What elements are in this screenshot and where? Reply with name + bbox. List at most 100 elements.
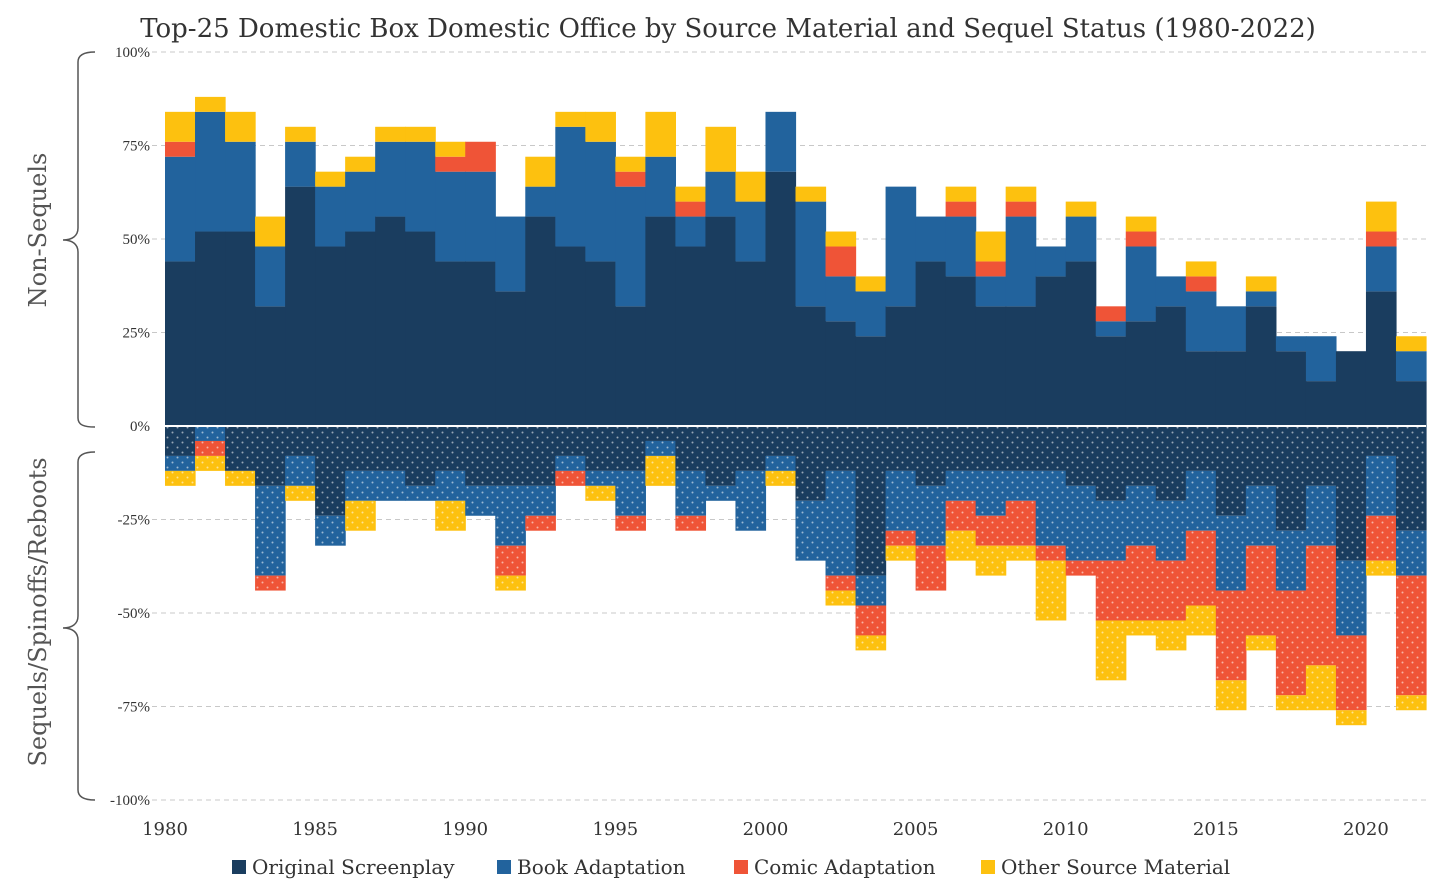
bar-segment-non-sequel — [1185, 261, 1217, 277]
top-brace — [62, 51, 96, 428]
bar-segment-non-sequel — [705, 171, 737, 217]
y-tick-label: 100% — [115, 45, 150, 61]
bar-segment-non-sequel — [1155, 276, 1187, 307]
bar-segment-non-sequel — [855, 276, 887, 292]
bar-segment-non-sequel — [1095, 321, 1127, 337]
bar-segment-non-sequel — [375, 141, 406, 217]
bar-segment-non-sequel — [1035, 276, 1067, 426]
bar-segment-sequel-dots — [1395, 575, 1427, 696]
bar-segment-sequel-dots — [1335, 560, 1367, 636]
bar-segment-non-sequel — [405, 126, 436, 142]
bar-segment-non-sequel — [1155, 306, 1187, 426]
bar-segment-sequel-dots — [405, 426, 436, 486]
bar-segment-sequel-dots — [855, 605, 887, 636]
bar-segment-sequel-dots — [1185, 426, 1217, 471]
bar-segment-non-sequel — [435, 141, 466, 157]
bar-segment-sequel-dots — [1245, 635, 1277, 651]
bar-segment-non-sequel — [555, 246, 586, 426]
y-tick-label: 25% — [123, 326, 151, 342]
bar-segment-non-sequel — [735, 261, 767, 426]
bar-segment-sequel-dots — [375, 426, 406, 471]
bar-segment-non-sequel — [315, 186, 346, 247]
bar-segment-non-sequel — [855, 291, 887, 337]
bar-segment-non-sequel — [1005, 306, 1037, 426]
bar-segment-sequel-dots — [1335, 426, 1367, 561]
bar-segment-non-sequel — [285, 126, 316, 142]
bar-segment-non-sequel — [945, 276, 977, 426]
x-tick-label: 2005 — [893, 819, 939, 840]
bar-segment-sequel-dots — [555, 470, 586, 486]
bar-segment-sequel-dots — [1365, 426, 1397, 456]
bar-segment-non-sequel — [825, 276, 857, 322]
bar-segment-non-sequel — [885, 186, 917, 307]
bar-segment-sequel-dots — [1275, 695, 1307, 711]
bar-segment-non-sequel — [735, 171, 767, 202]
x-tick-label: 1990 — [442, 819, 488, 840]
bar-segment-non-sequel — [735, 201, 767, 262]
bar-segment-non-sequel — [945, 201, 977, 217]
chart-title: Top-25 Domestic Box Domestic Office by S… — [140, 14, 1316, 44]
bar-segment-non-sequel — [1335, 351, 1367, 426]
bar-segment-sequel-dots — [735, 426, 767, 471]
bar-segment-sequel-dots — [1275, 530, 1307, 591]
bar-segment-non-sequel — [1005, 216, 1037, 307]
bar-segment-non-sequel — [825, 231, 857, 247]
bar-segment-non-sequel — [975, 261, 1007, 277]
bar-segment-sequel-dots — [165, 470, 196, 486]
bar-segment-sequel-dots — [255, 426, 286, 486]
bar-segment-non-sequel — [375, 216, 406, 426]
bar-segment-non-sequel — [465, 141, 496, 172]
bar-segment-sequel-dots — [225, 470, 256, 486]
bar-segment-sequel-dots — [195, 426, 226, 441]
bar-segment-sequel-dots — [1185, 605, 1217, 636]
bar-segment-non-sequel — [825, 321, 857, 426]
bar-segment-non-sequel — [195, 111, 226, 232]
bar-segment-non-sequel — [465, 171, 496, 262]
bar-segment-sequel-dots — [195, 455, 226, 471]
y-tick-label: 50% — [123, 232, 151, 248]
bar-segment-non-sequel — [405, 231, 436, 426]
bar-segment-sequel-dots — [1005, 500, 1037, 546]
bar-segment-sequel-dots — [615, 470, 646, 516]
bar-segment-non-sequel — [435, 261, 466, 426]
bar-segment-sequel-dots — [195, 440, 226, 456]
bar-segment-sequel-dots — [1125, 620, 1157, 636]
bar-segment-sequel-dots — [855, 426, 887, 576]
bar-segment-non-sequel — [225, 141, 256, 232]
bar-segment-non-sequel — [465, 261, 496, 426]
bar-segment-sequel-dots — [765, 455, 797, 471]
bar-segment-non-sequel — [1185, 351, 1217, 426]
bar-segment-non-sequel — [255, 306, 286, 426]
bar-segment-sequel-dots — [495, 545, 526, 576]
bar-segment-sequel-dots — [585, 470, 616, 486]
bar-segment-sequel-dots — [885, 470, 917, 531]
bar-segment-non-sequel — [405, 141, 436, 232]
y-tick-label: 75% — [123, 139, 151, 155]
bar-segment-sequel-dots — [1365, 560, 1397, 576]
bar-segment-non-sequel — [585, 111, 616, 142]
y-tick-label: 0% — [130, 419, 150, 435]
bar-segment-non-sequel — [1215, 306, 1247, 352]
bottom-brace — [62, 451, 96, 801]
bar-segment-sequel-dots — [285, 426, 316, 456]
y-tick-label: -50% — [118, 606, 151, 622]
bar-segment-non-sequel — [1275, 336, 1307, 352]
y-tick-label: -100% — [110, 793, 150, 809]
bar-segment-sequel-dots — [945, 530, 977, 561]
bar-segment-sequel-dots — [975, 426, 1007, 471]
bar-segment-sequel-dots — [1215, 680, 1247, 711]
bar-segment-non-sequel — [705, 126, 737, 172]
bar-segment-non-sequel — [495, 216, 526, 292]
bar-segment-sequel-dots — [1065, 560, 1097, 576]
bar-segment-sequel-dots — [945, 426, 977, 471]
bar-segment-sequel-dots — [315, 515, 346, 546]
legend-swatch — [232, 860, 246, 874]
bar-segment-sequel-dots — [315, 426, 346, 516]
bar-segment-non-sequel — [915, 261, 947, 426]
bar-segment-non-sequel — [675, 246, 707, 426]
x-tick-label: 2015 — [1193, 819, 1239, 840]
bar-segment-non-sequel — [1395, 351, 1427, 382]
bar-segment-sequel-dots — [765, 470, 797, 486]
bar-segment-sequel-dots — [825, 470, 857, 576]
bar-segment-non-sequel — [555, 126, 586, 247]
